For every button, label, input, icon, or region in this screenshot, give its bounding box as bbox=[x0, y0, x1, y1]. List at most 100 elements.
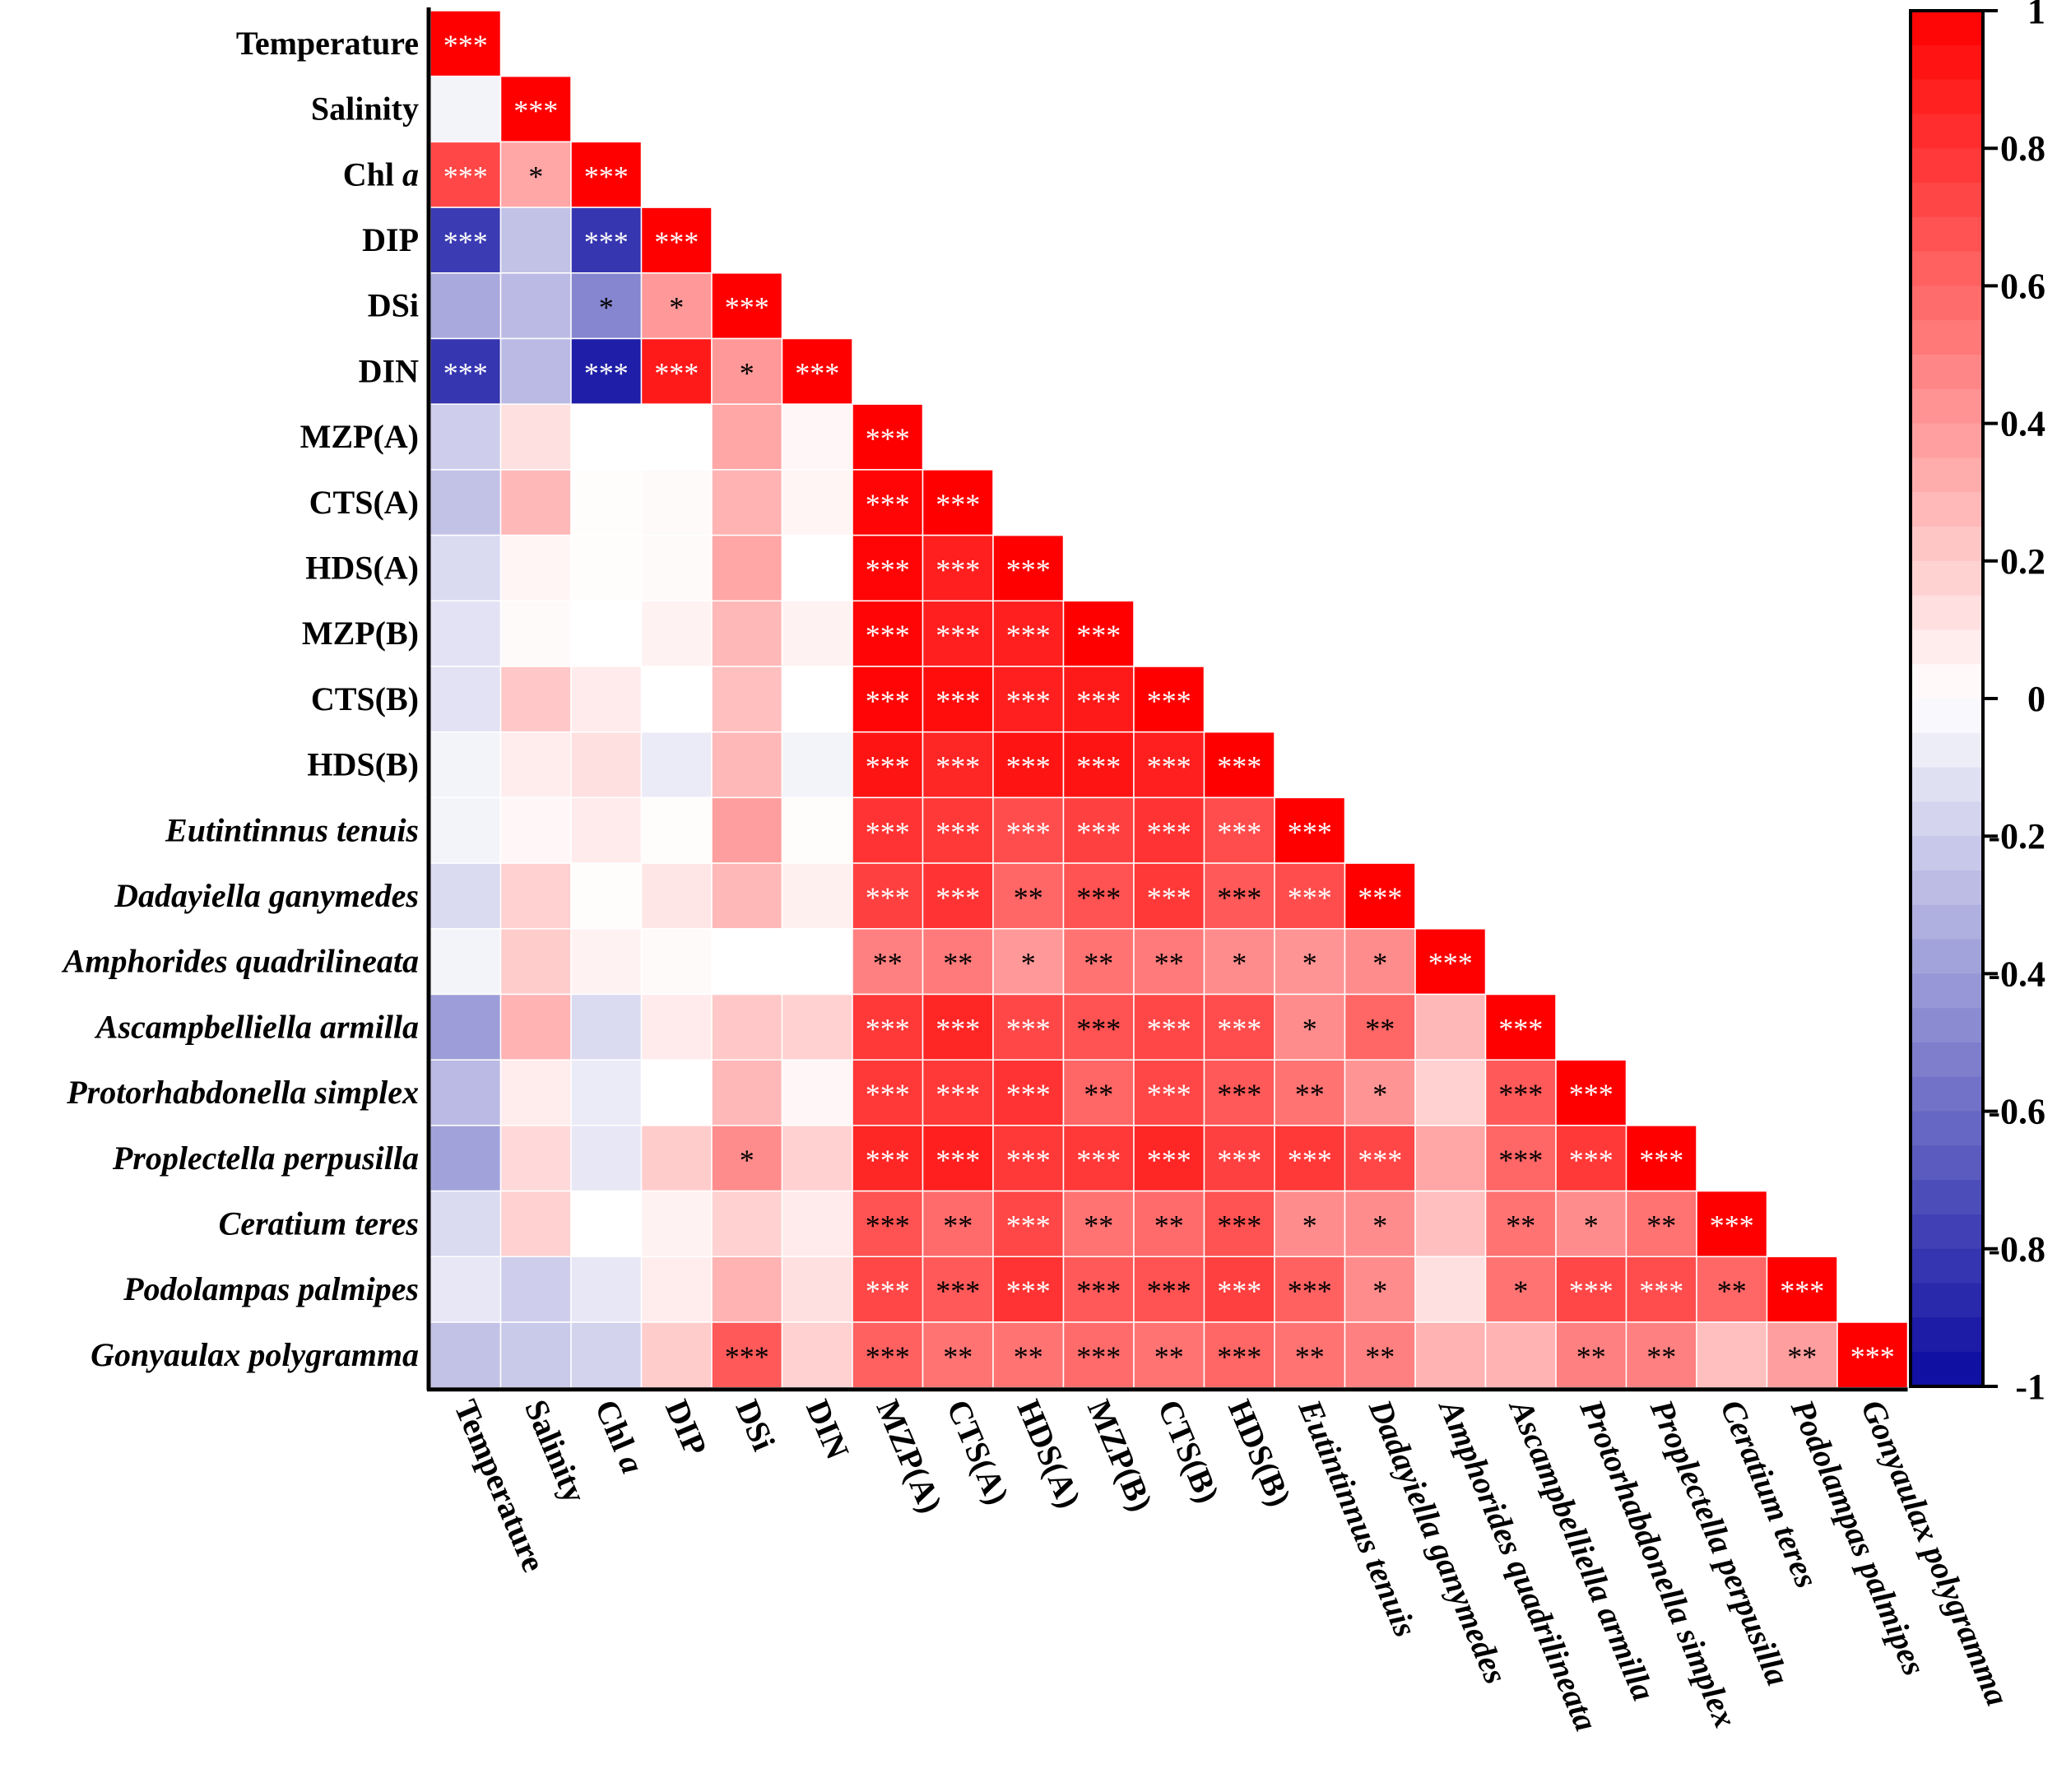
significance-label: *** bbox=[1498, 1144, 1543, 1177]
colorbar-tick-label: -0.6 bbox=[1988, 1092, 2045, 1132]
significance-label: ** bbox=[1787, 1340, 1817, 1373]
row-label: Proplectella perpusilla bbox=[112, 1140, 419, 1177]
heatmap-cell bbox=[1203, 862, 1275, 930]
colorbar-tick-label: 1 bbox=[2027, 0, 2045, 31]
colorbar-tick-label: 0.8 bbox=[2000, 128, 2045, 169]
row-label: Salinity bbox=[311, 91, 419, 128]
heatmap-cell bbox=[781, 1256, 853, 1323]
heatmap-cell bbox=[1414, 1125, 1487, 1192]
heatmap-cell bbox=[781, 337, 853, 405]
heatmap-cell bbox=[711, 993, 783, 1061]
heatmap-cell bbox=[640, 1256, 713, 1323]
row-label: Amphorides quadrilineata bbox=[61, 943, 419, 980]
significance-label: *** bbox=[1147, 815, 1191, 848]
significance-label: *** bbox=[1710, 1209, 1754, 1242]
heatmap-cell bbox=[1062, 862, 1135, 930]
heatmap-cell bbox=[711, 469, 783, 536]
heatmap-cell bbox=[992, 600, 1065, 667]
heatmap-cell bbox=[711, 1059, 783, 1126]
significance-label: *** bbox=[725, 291, 769, 324]
significance-label: *** bbox=[1569, 1274, 1614, 1307]
heatmap-cell bbox=[1062, 1059, 1135, 1126]
row-label: Dadayiella ganymedes bbox=[114, 877, 419, 914]
heatmap-cell bbox=[711, 403, 783, 471]
row-label: HDS(A) bbox=[305, 549, 419, 586]
heatmap-cell bbox=[499, 993, 572, 1061]
heatmap-cell bbox=[430, 272, 502, 340]
significance-label: *** bbox=[866, 1340, 910, 1373]
significance-label: *** bbox=[1217, 1012, 1261, 1045]
significance-label: *** bbox=[936, 619, 980, 652]
heatmap-cell bbox=[640, 666, 713, 733]
heatmap-cell bbox=[922, 534, 994, 602]
heatmap-cell bbox=[852, 862, 924, 930]
heatmap-cell bbox=[781, 403, 853, 471]
heatmap-cell bbox=[922, 1321, 994, 1389]
heatmap-cell bbox=[430, 1059, 502, 1126]
heatmap-cell bbox=[1203, 1256, 1275, 1323]
significance-label: *** bbox=[1569, 1144, 1614, 1177]
column-label: CTS(A) bbox=[940, 1395, 1017, 1510]
heatmap-cell bbox=[1696, 1190, 1768, 1258]
colorbar-segment bbox=[1911, 870, 1983, 906]
heatmap-cell bbox=[570, 1256, 643, 1323]
heatmap-cell bbox=[640, 207, 713, 274]
heatmap-cell bbox=[430, 10, 502, 77]
colorbar-segment bbox=[1911, 939, 1983, 974]
heatmap-cell bbox=[499, 1321, 572, 1389]
significance-label: *** bbox=[1498, 1012, 1543, 1045]
row-label: MZP(A) bbox=[300, 418, 419, 455]
heatmap-cell bbox=[430, 993, 502, 1061]
heatmap-cell bbox=[640, 993, 713, 1061]
heatmap-cell bbox=[1203, 993, 1275, 1061]
significance-label: *** bbox=[936, 685, 980, 717]
significance-label: ** bbox=[1365, 1012, 1395, 1045]
significance-label: *** bbox=[866, 422, 910, 455]
column-label: HDS(A) bbox=[1010, 1395, 1088, 1513]
significance-label: *** bbox=[1217, 1209, 1261, 1242]
significance-label: ** bbox=[1014, 881, 1043, 914]
heatmap-cell bbox=[992, 862, 1065, 930]
significance-label: *** bbox=[1006, 553, 1051, 586]
column-label: HDS(B) bbox=[1221, 1395, 1298, 1511]
significance-label: ** bbox=[1646, 1340, 1676, 1373]
heatmap-cell bbox=[781, 534, 853, 602]
row-label: Temperature bbox=[236, 25, 419, 62]
significance-label: * bbox=[1513, 1274, 1528, 1307]
colorbar-segment bbox=[1911, 1111, 1983, 1146]
heatmap-cell bbox=[1274, 993, 1346, 1061]
heatmap-cell bbox=[781, 1190, 853, 1258]
colorbar-segment bbox=[1911, 183, 1983, 218]
significance-label: * bbox=[1302, 947, 1317, 980]
significance-label: *** bbox=[1147, 1144, 1191, 1177]
significance-label: *** bbox=[443, 356, 488, 389]
colorbar-tick-label: 0 bbox=[2027, 679, 2045, 719]
significance-label: *** bbox=[1006, 815, 1051, 848]
significance-label: *** bbox=[1288, 1144, 1332, 1177]
significance-label: *** bbox=[1217, 1144, 1261, 1177]
colorbar-segment bbox=[1911, 114, 1983, 149]
significance-label: ** bbox=[1506, 1209, 1535, 1242]
colorbar-segment bbox=[1911, 216, 1983, 253]
heatmap-cell bbox=[1414, 1321, 1487, 1389]
column-label: MZP(A) bbox=[869, 1395, 950, 1519]
significance-label: *** bbox=[1639, 1144, 1683, 1177]
heatmap-cell bbox=[430, 862, 502, 930]
row-label: DIP bbox=[362, 221, 419, 258]
colorbar-segment bbox=[1911, 1283, 1983, 1318]
heatmap-cell bbox=[852, 403, 924, 471]
significance-label: * bbox=[1021, 947, 1036, 980]
significance-label: *** bbox=[443, 160, 488, 193]
significance-label: * bbox=[740, 356, 755, 389]
colorbar-segment bbox=[1911, 1317, 1983, 1353]
significance-label: *** bbox=[1639, 1274, 1683, 1307]
heatmap-cell bbox=[852, 666, 924, 733]
significance-label: * bbox=[1584, 1209, 1599, 1242]
heatmap-cell bbox=[992, 796, 1065, 864]
significance-label: *** bbox=[1076, 1144, 1121, 1177]
colorbar-segment bbox=[1911, 973, 1983, 1009]
significance-label: *** bbox=[1217, 1078, 1261, 1111]
significance-label: *** bbox=[1217, 1340, 1261, 1373]
significance-label: *** bbox=[866, 815, 910, 848]
colorbar-segment bbox=[1911, 1008, 1983, 1043]
